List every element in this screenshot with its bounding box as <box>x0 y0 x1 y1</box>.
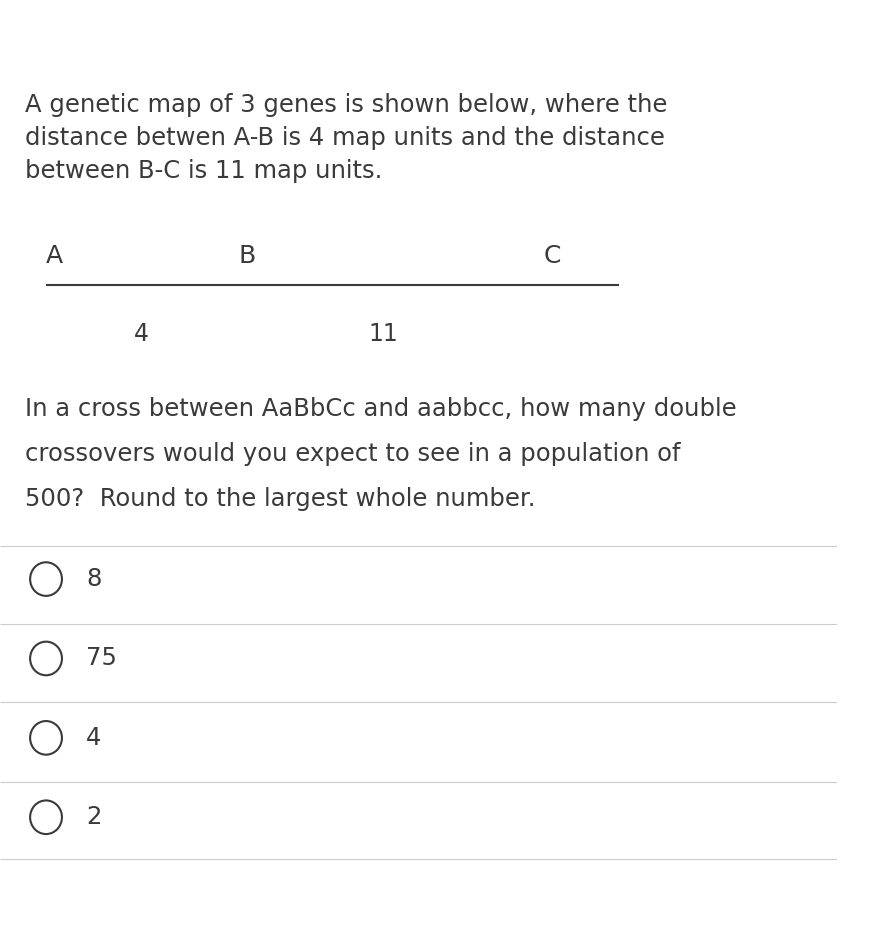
Text: 75: 75 <box>87 646 117 671</box>
Text: 8: 8 <box>87 567 102 591</box>
Text: 4: 4 <box>87 726 102 750</box>
Text: between B-C is 11 map units.: between B-C is 11 map units. <box>25 159 383 183</box>
Text: 4: 4 <box>133 322 149 347</box>
Text: crossovers would you expect to see in a population of: crossovers would you expect to see in a … <box>25 442 681 466</box>
Text: 500?  Round to the largest whole number.: 500? Round to the largest whole number. <box>25 487 536 511</box>
Text: distance betwen A-B is 4 map units and the distance: distance betwen A-B is 4 map units and t… <box>25 126 665 150</box>
Text: In a cross between AaBbCc and aabbcc, how many double: In a cross between AaBbCc and aabbcc, ho… <box>25 397 736 421</box>
Text: A: A <box>46 244 63 268</box>
Text: 2: 2 <box>87 805 102 829</box>
Text: B: B <box>239 244 255 268</box>
Text: C: C <box>544 244 561 268</box>
Text: 11: 11 <box>369 322 398 347</box>
Text: A genetic map of 3 genes is shown below, where the: A genetic map of 3 genes is shown below,… <box>25 93 667 118</box>
